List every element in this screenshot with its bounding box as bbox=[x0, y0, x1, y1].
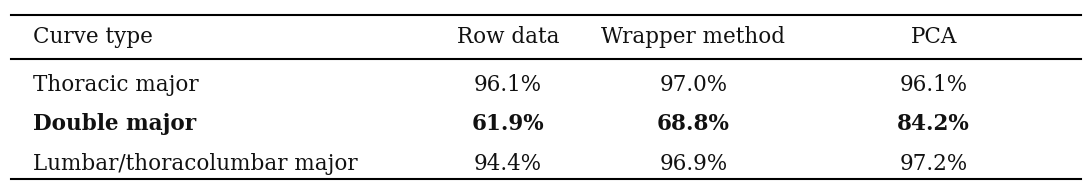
Text: Wrapper method: Wrapper method bbox=[602, 26, 785, 48]
Text: 96.1%: 96.1% bbox=[900, 74, 968, 96]
Text: 68.8%: 68.8% bbox=[657, 113, 729, 135]
Text: 96.1%: 96.1% bbox=[474, 74, 542, 96]
Text: Lumbar/thoracolumbar major: Lumbar/thoracolumbar major bbox=[33, 153, 357, 175]
Text: Row data: Row data bbox=[456, 26, 559, 48]
Text: 96.9%: 96.9% bbox=[660, 153, 727, 175]
Text: Curve type: Curve type bbox=[33, 26, 153, 48]
Text: 84.2%: 84.2% bbox=[898, 113, 970, 135]
Text: 97.0%: 97.0% bbox=[660, 74, 727, 96]
Text: Double major: Double major bbox=[33, 113, 195, 135]
Text: 94.4%: 94.4% bbox=[474, 153, 542, 175]
Text: PCA: PCA bbox=[911, 26, 957, 48]
Text: Thoracic major: Thoracic major bbox=[33, 74, 199, 96]
Text: 97.2%: 97.2% bbox=[900, 153, 968, 175]
Text: 61.9%: 61.9% bbox=[472, 113, 544, 135]
